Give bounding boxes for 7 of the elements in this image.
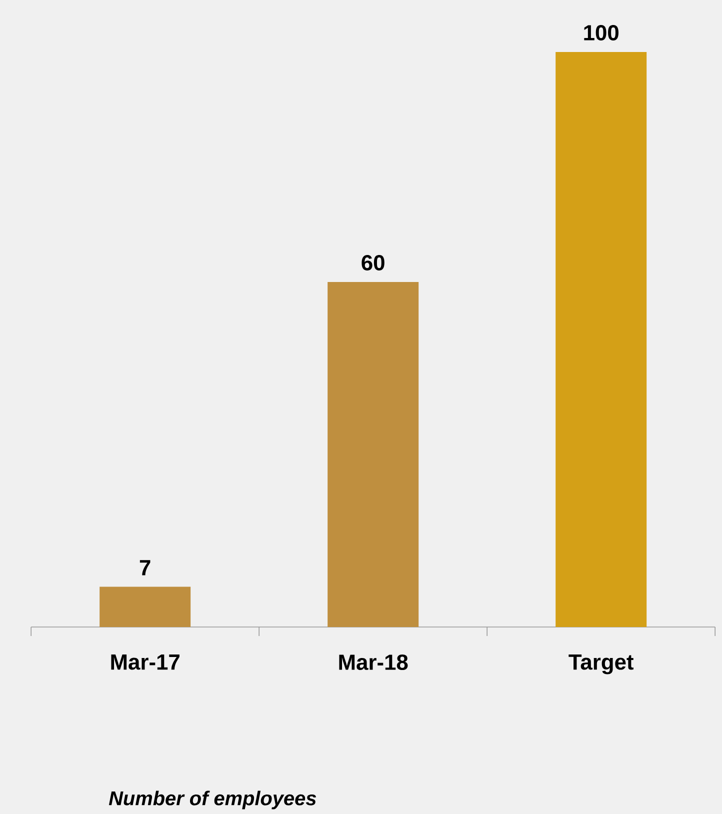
x-tick-label: Target — [568, 654, 634, 674]
data-label: 100 — [584, 24, 618, 40]
x-tick-label: Mar-17 — [111, 654, 180, 670]
data-label: 7 — [140, 560, 150, 576]
text: Number of employees — [108, 790, 316, 810]
data-label: 60 — [362, 254, 384, 270]
x-tick-label: Mar-18 — [339, 654, 408, 670]
